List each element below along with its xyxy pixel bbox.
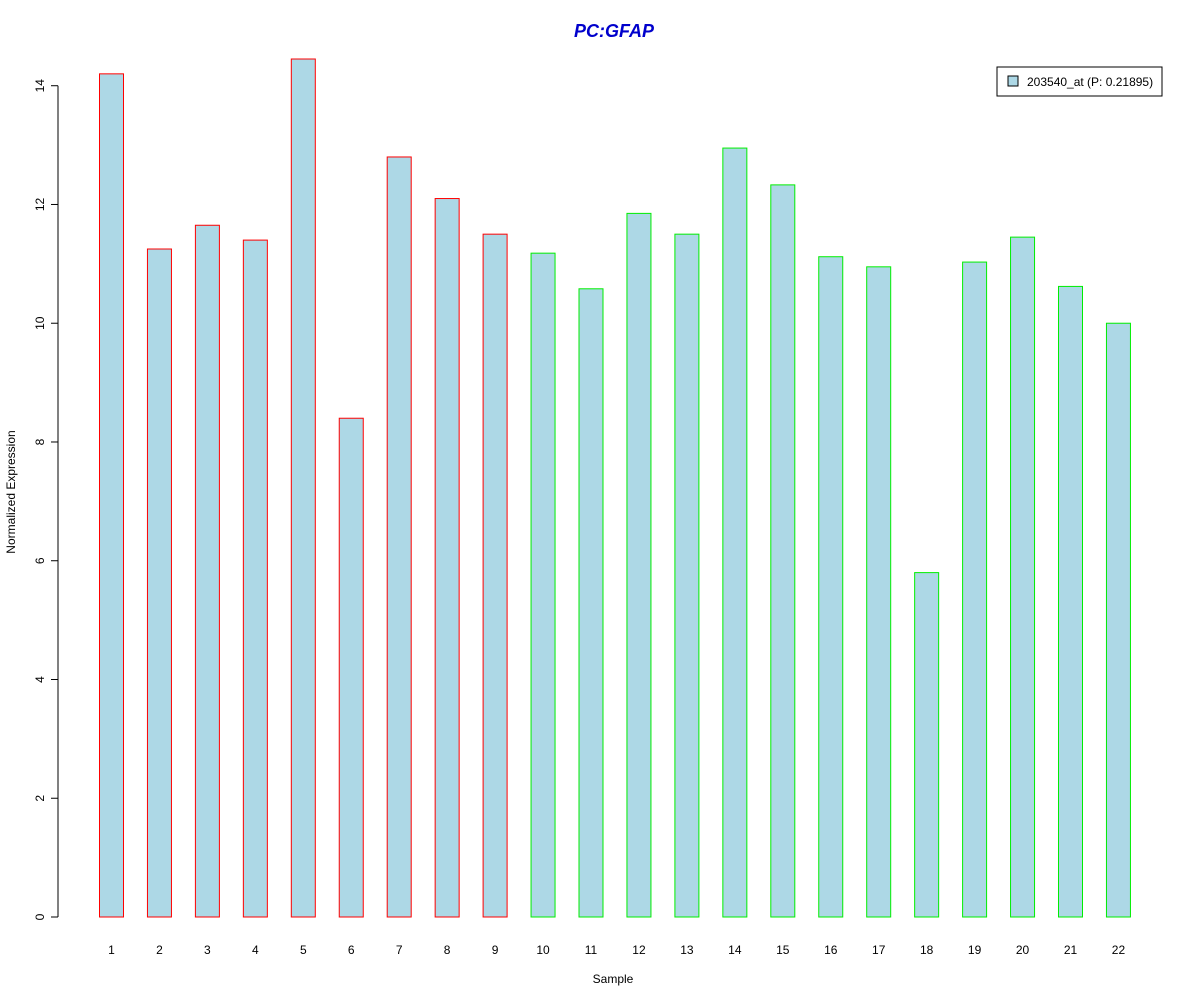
y-tick-label: 2 (33, 795, 47, 802)
x-tick-label: 22 (1112, 943, 1126, 957)
x-tick-label: 12 (632, 943, 646, 957)
bar-sample-13 (674, 233, 700, 918)
legend: 203540_at (P: 0.21895) (996, 66, 1163, 97)
x-tick-label: 17 (872, 943, 886, 957)
x-tick-label: 21 (1064, 943, 1078, 957)
bar-sample-11 (578, 288, 604, 918)
bar-sample-9 (482, 233, 508, 918)
y-tick-label: 10 (33, 316, 47, 330)
x-tick-label: 14 (728, 943, 742, 957)
x-tick-label: 16 (824, 943, 838, 957)
bar-sample-17 (866, 266, 892, 918)
y-axis-title: Normalized Expression (4, 430, 18, 553)
bar-sample-5 (290, 58, 316, 918)
bar-sample-16 (818, 256, 844, 918)
y-tick-label: 6 (33, 557, 47, 564)
legend-label: 203540_at (P: 0.21895) (1027, 75, 1153, 89)
x-tick-label: 10 (536, 943, 550, 957)
x-tick-label: 18 (920, 943, 934, 957)
bar-sample-2 (146, 248, 172, 918)
x-tick-label: 5 (300, 943, 307, 957)
y-tick-label: 12 (33, 197, 47, 211)
bar-sample-8 (434, 198, 460, 918)
x-tick-label: 7 (396, 943, 403, 957)
bar-sample-20 (1010, 236, 1036, 918)
bar-sample-14 (722, 147, 748, 918)
x-tick-label: 2 (156, 943, 163, 957)
bar-sample-19 (962, 261, 988, 918)
x-tick-label: 13 (680, 943, 694, 957)
bar-sample-22 (1105, 322, 1131, 918)
bar-sample-1 (99, 73, 124, 918)
x-tick-label: 3 (204, 943, 211, 957)
x-tick-label: 1 (108, 943, 115, 957)
x-tick-label: 6 (348, 943, 355, 957)
x-tick-label: 15 (776, 943, 790, 957)
bar-sample-6 (338, 417, 364, 918)
x-tick-label: 20 (1016, 943, 1030, 957)
y-tick-label: 8 (33, 438, 47, 445)
x-tick-label: 4 (252, 943, 259, 957)
y-axis: 0 2 4 6 8 10 12 14 (33, 79, 59, 920)
x-tick-label: 11 (585, 943, 598, 957)
legend-box (996, 66, 1163, 97)
x-tick-label: 19 (968, 943, 982, 957)
bar-sample-3 (194, 224, 220, 918)
x-tick-label: 8 (444, 943, 451, 957)
bar-sample-15 (770, 184, 796, 918)
chart-title: PC:GFAP (574, 21, 655, 41)
bar-sample-4 (242, 239, 268, 918)
y-tick-label: 4 (33, 676, 47, 683)
bars (99, 58, 1131, 918)
y-tick-label: 14 (33, 79, 47, 93)
x-tick-label: 9 (492, 943, 499, 957)
bar-sample-18 (914, 572, 940, 918)
x-axis-title: Sample (593, 972, 634, 986)
bar-sample-10 (530, 252, 556, 918)
y-tick-label: 0 (33, 913, 47, 920)
bar-sample-7 (386, 156, 412, 918)
x-tick-labels: 1 2 3 4 5 6 7 8 9 10 11 12 13 14 15 16 17 18 19 20 21 22 (108, 943, 1125, 957)
bar-sample-12 (626, 212, 652, 918)
legend-swatch (1007, 75, 1019, 87)
bar-sample-21 (1058, 285, 1083, 918)
